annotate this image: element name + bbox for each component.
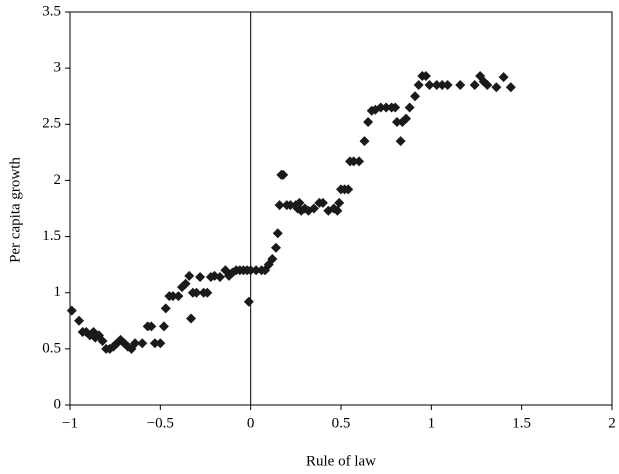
point — [343, 184, 354, 195]
point — [122, 341, 133, 352]
point — [146, 321, 157, 332]
point — [401, 113, 412, 124]
point — [97, 335, 108, 346]
point — [149, 338, 160, 349]
point — [420, 71, 431, 82]
point — [245, 265, 256, 276]
point — [354, 156, 365, 167]
point — [186, 313, 197, 324]
point — [392, 117, 403, 128]
y-tick-label: 2.5 — [42, 116, 61, 132]
point — [184, 270, 195, 281]
point — [272, 228, 283, 239]
x-axis-label: Rule of law — [306, 453, 376, 469]
point — [424, 79, 435, 90]
x-tick-label: 1 — [428, 415, 436, 431]
point — [334, 197, 345, 208]
point — [348, 156, 359, 167]
point — [180, 278, 191, 289]
x-tick-label: −1 — [62, 415, 78, 431]
point — [491, 82, 502, 93]
point — [137, 338, 148, 349]
point — [437, 79, 448, 90]
y-tick-label: 1 — [54, 284, 62, 300]
x-tick-label: 0.5 — [332, 415, 351, 431]
point — [267, 254, 278, 265]
point — [191, 287, 202, 298]
y-tick-label: 1.5 — [42, 228, 61, 244]
point — [167, 291, 178, 302]
point — [332, 205, 343, 216]
point — [317, 197, 328, 208]
point — [195, 271, 206, 282]
point — [375, 102, 386, 113]
point — [505, 82, 516, 93]
point — [66, 305, 77, 316]
point — [395, 136, 406, 147]
y-axis-label: Per capita growth — [7, 157, 23, 263]
point — [160, 303, 171, 314]
point — [431, 79, 442, 90]
point — [285, 200, 296, 211]
point — [482, 79, 493, 90]
point — [202, 287, 213, 298]
y-tick-label: 3 — [54, 60, 62, 76]
point — [363, 117, 374, 128]
point — [155, 338, 166, 349]
y-tick-label: 0.5 — [42, 340, 61, 356]
x-tick-label: 0 — [247, 415, 255, 431]
x-tick-label: 2 — [608, 415, 616, 431]
y-tick-label: 3.5 — [42, 3, 61, 19]
point — [243, 296, 254, 307]
point — [359, 136, 370, 147]
point — [294, 197, 305, 208]
point — [274, 200, 285, 211]
x-tick-label: 1.5 — [512, 415, 531, 431]
point — [469, 79, 480, 90]
plot-frame — [69, 11, 613, 406]
y-tick-label: 2 — [54, 172, 62, 188]
point — [214, 271, 225, 282]
x-tick-label: −0.5 — [147, 415, 174, 431]
point — [278, 169, 289, 180]
point — [498, 72, 509, 83]
point — [413, 79, 424, 90]
point — [74, 315, 85, 326]
point — [390, 102, 401, 113]
point — [173, 291, 184, 302]
y-tick-label: 0 — [54, 396, 62, 412]
point — [381, 102, 392, 113]
point — [442, 79, 453, 90]
point — [404, 102, 415, 113]
point — [308, 203, 319, 214]
point — [270, 242, 281, 253]
point — [455, 79, 466, 90]
point — [130, 338, 141, 349]
point — [251, 265, 262, 276]
point — [158, 321, 169, 332]
point — [410, 91, 421, 102]
